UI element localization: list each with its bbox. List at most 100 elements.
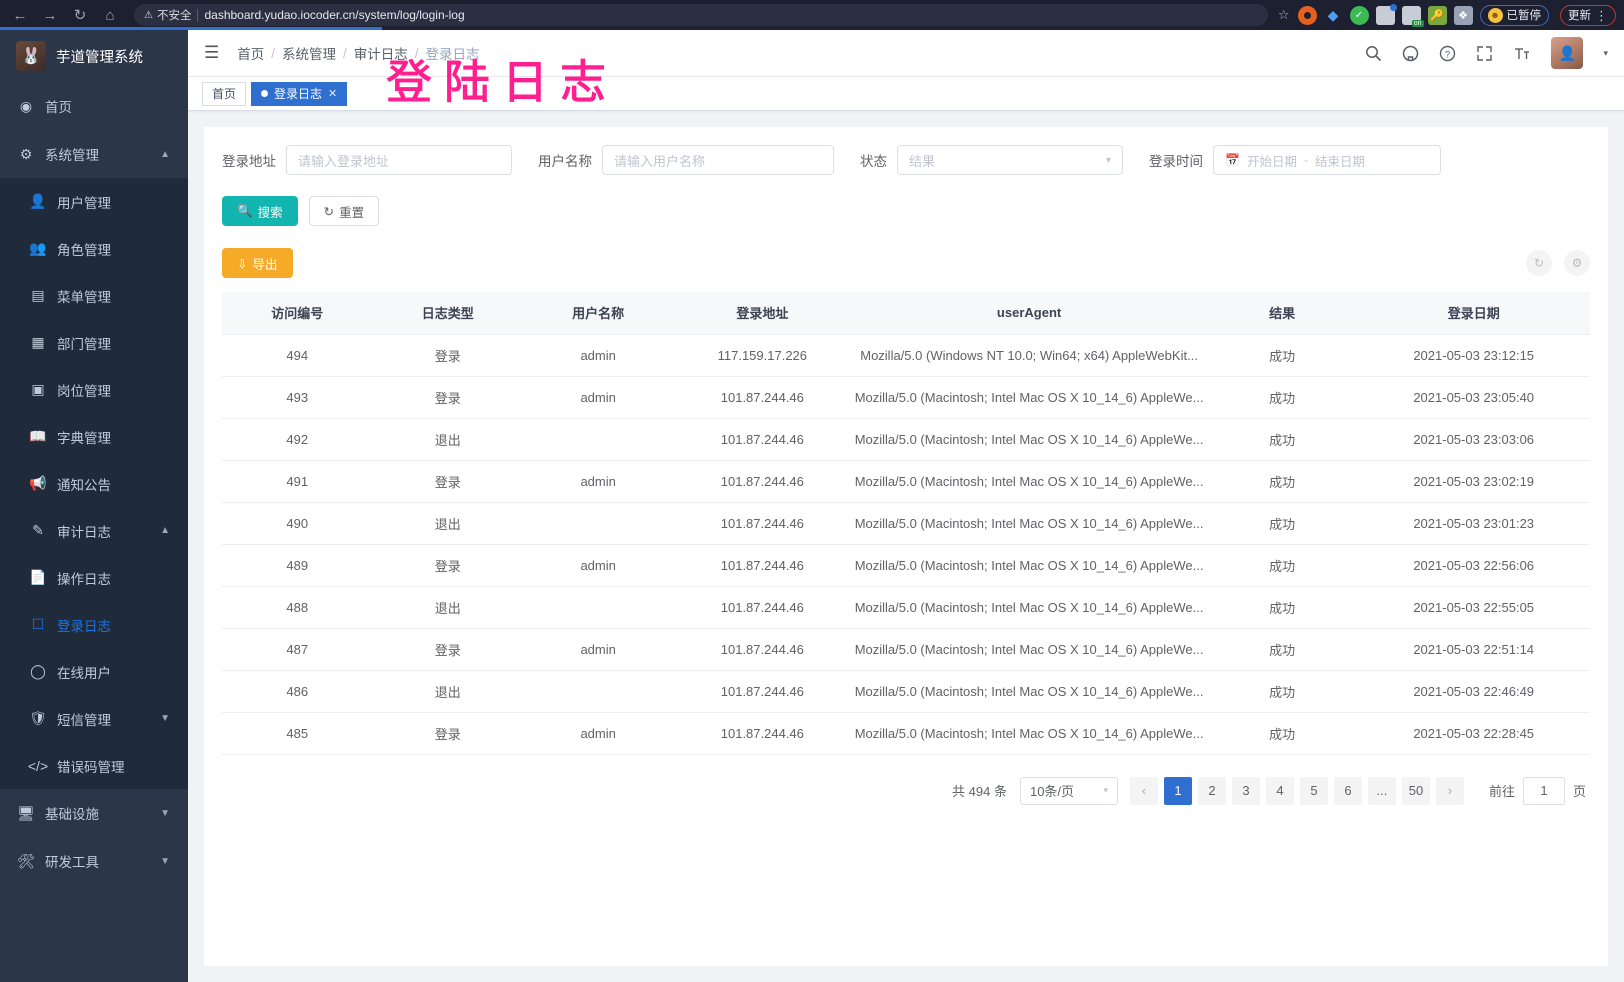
sidebar-item-dict[interactable]: 📖 字典管理 <box>0 413 188 460</box>
column-header-date[interactable]: 登录日期 <box>1357 292 1590 335</box>
chevron-down-icon: ▼ <box>160 855 170 867</box>
font-size-icon[interactable] <box>1513 45 1531 62</box>
cell-result: 成功 <box>1206 376 1358 419</box>
page-button-50[interactable]: 50 <box>1401 776 1430 805</box>
tab-login-log[interactable]: 登录日志 ✕ <box>251 81 348 106</box>
avatar[interactable]: 👤 <box>1551 37 1584 69</box>
forward-arrow-icon[interactable]: → <box>42 6 58 24</box>
sidebar-item-error-code[interactable]: </> 错误码管理 <box>0 742 188 789</box>
page-button-3[interactable]: 3 <box>1231 776 1260 805</box>
user-name-input[interactable]: 请输入用户名称 <box>602 145 834 175</box>
tab-home[interactable]: 首页 <box>202 81 247 106</box>
hamburger-icon[interactable]: ☰ <box>204 43 220 62</box>
sidebar-item-departments[interactable]: ▦ 部门管理 <box>0 319 188 366</box>
sidebar-item-sms[interactable]: 🛡 短信管理 ▼ <box>0 695 188 742</box>
table-row[interactable]: 492 退出 101.87.244.46 Mozilla/5.0 (Macint… <box>222 418 1590 461</box>
home-icon[interactable]: ⌂ <box>105 6 115 24</box>
table-row[interactable]: 486 退出 101.87.244.46 Mozilla/5.0 (Macint… <box>222 670 1590 713</box>
star-icon[interactable]: ☆ <box>1277 7 1290 22</box>
sidebar-item-system[interactable]: ⚙ 系统管理 ▲ <box>0 130 188 178</box>
table-row[interactable]: 491 登录 admin 101.87.244.46 Mozilla/5.0 (… <box>222 460 1590 503</box>
breadcrumb-item-home[interactable]: 首页 <box>237 47 265 62</box>
end-date-input[interactable]: 结束日期 <box>1314 154 1365 169</box>
cell-user: admin <box>522 334 674 377</box>
sidebar-item-login-log[interactable]: ☐ 登录日志 <box>0 601 188 648</box>
table-row[interactable]: 485 登录 admin 101.87.244.46 Mozilla/5.0 (… <box>222 712 1590 755</box>
code-icon: </> <box>27 757 49 774</box>
filter-login-time-label: 登录时间 <box>1149 154 1203 169</box>
page-jump-unit: 页 <box>1572 784 1586 799</box>
sidebar-item-notice[interactable]: 📢 通知公告 <box>0 460 188 507</box>
page-button-1[interactable]: 1 <box>1163 776 1192 805</box>
sidebar-item-menus[interactable]: ▤ 菜单管理 <box>0 272 188 319</box>
login-time-daterange[interactable]: 📅 开始日期 - 结束日期 <box>1213 145 1441 175</box>
paused-pill[interactable]: ☻ 已暂停 <box>1479 4 1549 26</box>
github-icon[interactable] <box>1402 45 1419 62</box>
next-page-button[interactable]: › <box>1435 776 1464 805</box>
table-row[interactable]: 494 登录 admin 117.159.17.226 Mozilla/5.0 … <box>222 334 1590 377</box>
pagination: 共 494 条 10条/页 ▾ ‹ 1 2 3 4 5 6 ... 5 <box>222 755 1590 815</box>
reload-icon[interactable]: ↻ <box>73 7 87 24</box>
key-ext-icon[interactable]: 🔑 <box>1427 5 1447 25</box>
breadcrumb-item-system[interactable]: 系统管理 <box>282 47 337 62</box>
cell-id: 493 <box>222 376 373 419</box>
search-button[interactable]: 🔍 搜索 <box>222 196 298 226</box>
page-jump-input[interactable]: 1 <box>1522 776 1565 805</box>
column-header-result[interactable]: 结果 <box>1206 292 1358 335</box>
table-row[interactable]: 493 登录 admin 101.87.244.46 Mozilla/5.0 (… <box>222 376 1590 419</box>
update-pill[interactable]: 更新 ⋮ <box>1560 4 1616 26</box>
security-warning-badge[interactable]: ⚠ 不安全 <box>144 7 191 23</box>
fullscreen-icon[interactable] <box>1476 45 1493 62</box>
chevron-down-icon[interactable]: ▾ <box>1603 47 1608 58</box>
table-row[interactable]: 488 退出 101.87.244.46 Mozilla/5.0 (Macint… <box>222 586 1590 629</box>
sidebar-item-operation-log[interactable]: 📄 操作日志 <box>0 554 188 601</box>
column-header-addr[interactable]: 登录地址 <box>673 292 852 335</box>
page-button-5[interactable]: 5 <box>1299 776 1328 805</box>
columns-settings-icon[interactable]: ⚙ <box>1564 250 1590 276</box>
login-addr-input[interactable]: 请输入登录地址 <box>286 145 512 175</box>
browser-toolbar: ← → ↻ ⌂ ⚠ 不安全 dashboard.yudao.iocoder.cn… <box>0 0 1624 30</box>
translate-on-ext-icon[interactable]: on <box>1401 5 1424 27</box>
start-date-input[interactable]: 开始日期 <box>1246 154 1297 169</box>
page-button-4[interactable]: 4 <box>1265 776 1294 805</box>
table-row[interactable]: 487 登录 admin 101.87.244.46 Mozilla/5.0 (… <box>222 628 1590 671</box>
sidebar-item-home[interactable]: ◉ 首页 <box>0 82 188 130</box>
puzzle-ext-icon[interactable]: ❖ <box>1453 5 1473 25</box>
column-header-id[interactable]: 访问编号 <box>222 292 373 335</box>
paused-label: 已暂停 <box>1506 10 1542 22</box>
sidebar-item-audit-log[interactable]: ✎ 审计日志 ▲ <box>0 507 188 554</box>
sidebar-item-online-users[interactable]: ◯ 在线用户 <box>0 648 188 695</box>
help-icon[interactable]: ? <box>1439 45 1456 62</box>
table-row[interactable]: 489 登录 admin 101.87.244.46 Mozilla/5.0 (… <box>222 544 1590 587</box>
column-header-type[interactable]: 日志类型 <box>372 292 523 335</box>
prev-page-button[interactable]: ‹ <box>1129 776 1158 805</box>
kebab-menu-icon[interactable]: ⋮ <box>1595 7 1608 23</box>
status-select[interactable]: 结果 ▾ <box>897 145 1123 175</box>
sidebar-item-roles[interactable]: 👥 角色管理 <box>0 225 188 272</box>
export-button[interactable]: ⇩ 导出 <box>222 248 293 278</box>
reset-button[interactable]: ↻ 重置 <box>308 196 380 226</box>
column-header-ua[interactable]: userAgent <box>851 292 1207 335</box>
sidebar-item-infrastructure[interactable]: 🖥 基础设施 ▼ <box>0 789 188 837</box>
blue-dot-ext-icon[interactable] <box>1375 3 1397 25</box>
sidebar-item-users[interactable]: 👤 用户管理 <box>0 178 188 225</box>
page-button-6[interactable]: 6 <box>1333 776 1362 805</box>
orange-ring-ext-icon[interactable] <box>1297 5 1317 25</box>
close-icon[interactable]: ✕ <box>328 88 338 100</box>
breadcrumb-item-audit[interactable]: 审计日志 <box>353 47 408 62</box>
table-row[interactable]: 490 退出 101.87.244.46 Mozilla/5.0 (Macint… <box>222 502 1590 545</box>
page-size-select[interactable]: 10条/页 ▾ <box>1019 776 1118 805</box>
column-header-user[interactable]: 用户名称 <box>522 292 674 335</box>
blue-diamond-ext-icon[interactable]: ◆ <box>1327 6 1339 23</box>
refresh-circle-icon[interactable]: ↻ <box>1526 250 1552 276</box>
green-check-ext-icon[interactable]: ✓ <box>1349 5 1369 25</box>
address-bar[interactable]: ⚠ 不安全 dashboard.yudao.iocoder.cn/system/… <box>134 4 1268 26</box>
sidebar-submenu-audit: 📄 操作日志 ☐ 登录日志 <box>0 554 188 648</box>
page-button-2[interactable]: 2 <box>1197 776 1226 805</box>
sidebar-item-dev-tools[interactable]: 🛠 研发工具 ▼ <box>0 837 188 885</box>
back-arrow-icon[interactable]: ← <box>12 6 28 24</box>
search-icon[interactable] <box>1365 45 1382 62</box>
sidebar-logo[interactable]: 🐰 芋道管理系统 <box>0 30 188 82</box>
sidebar-item-posts[interactable]: ▣ 岗位管理 <box>0 366 188 413</box>
page-ellipsis[interactable]: ... <box>1367 776 1396 805</box>
